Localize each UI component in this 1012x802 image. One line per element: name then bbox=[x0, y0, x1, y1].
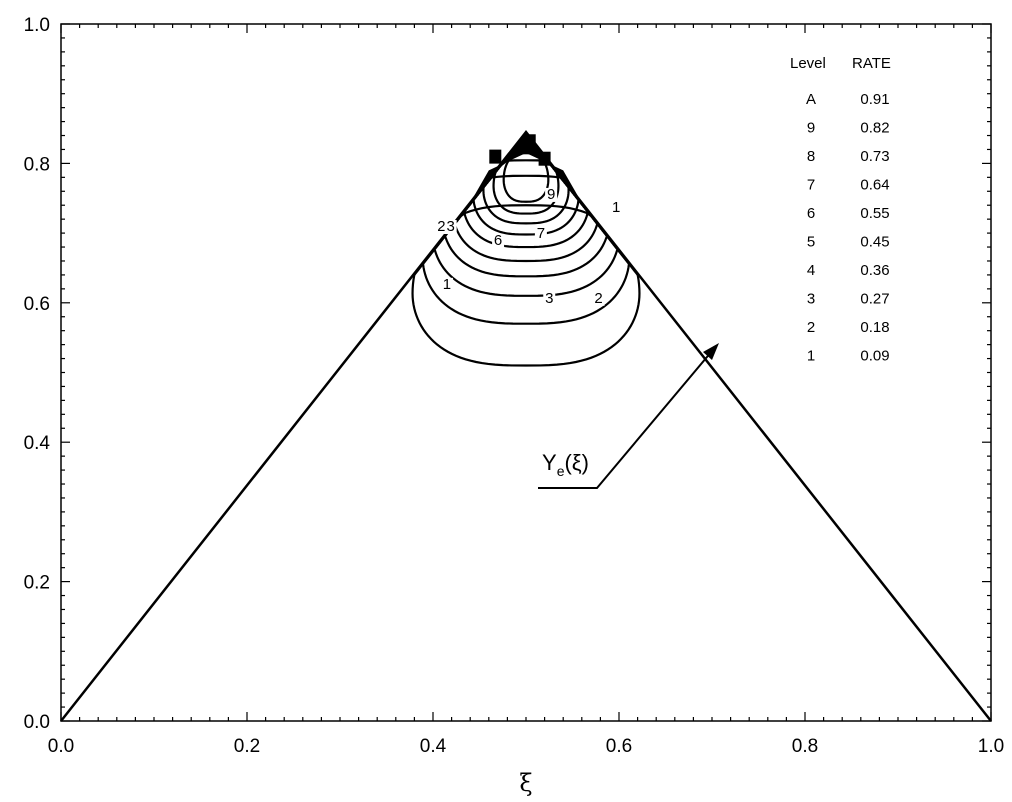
legend-rows: A 0.91 9 0.82 8 0.73 7 0.64 6 0.55 5 0.45 4 0.36 3 0.27… bbox=[806, 91, 890, 365]
contour-level-4 bbox=[442, 152, 610, 278]
legend: Level RATE A 0.91 9 0.82 8 0.73 7 0.64 6 0.55 5 0.4… bbox=[790, 55, 891, 365]
contour-label-bg bbox=[543, 291, 556, 306]
contour-lines bbox=[411, 132, 641, 367]
contour-label: 7 bbox=[537, 225, 545, 242]
axis-ticks bbox=[60, 23, 992, 722]
legend-level: 6 bbox=[807, 205, 815, 222]
contour-label: 4 bbox=[491, 148, 499, 165]
x-tick-label: 1.0 bbox=[978, 736, 1004, 757]
legend-rate: 0.73 bbox=[860, 148, 889, 165]
contour-label: 1 bbox=[443, 276, 451, 293]
contour-label: 5 bbox=[526, 132, 534, 149]
x-tick-label: 0.8 bbox=[792, 736, 818, 757]
contour-label: 3 bbox=[545, 290, 553, 307]
legend-rate: 0.55 bbox=[860, 205, 889, 222]
legend-rate: 0.45 bbox=[860, 234, 889, 251]
y-tick-label: 0.2 bbox=[24, 573, 50, 594]
legend-level: 9 bbox=[807, 120, 815, 137]
contour-label: 6 bbox=[494, 232, 502, 249]
contour-label: 8 bbox=[540, 150, 548, 167]
contour-label-bg bbox=[538, 151, 551, 166]
contour-label-bg bbox=[523, 134, 536, 149]
legend-rate: 0.18 bbox=[860, 319, 889, 336]
legend-level: 3 bbox=[807, 291, 815, 308]
legend-level: 8 bbox=[807, 148, 815, 165]
x-axis-label: ξ bbox=[519, 769, 532, 797]
y-tick-label: 0.4 bbox=[24, 433, 51, 454]
contour-label-bg bbox=[435, 220, 448, 235]
x-tick-label: 0.6 bbox=[606, 736, 632, 757]
boundary-annotation: Ye(ξ) bbox=[538, 343, 719, 489]
boundary-label-rest: (ξ) bbox=[564, 450, 589, 475]
contour-label-bg bbox=[534, 226, 547, 241]
x-tick-label: 0.4 bbox=[420, 736, 447, 757]
legend-level: 7 bbox=[807, 177, 815, 194]
contour-label: 1 bbox=[612, 199, 620, 216]
x-tick-labels: 0.0 0.2 0.4 0.6 0.8 1.0 bbox=[48, 736, 1004, 757]
x-tick-label: 0.2 bbox=[234, 736, 260, 757]
annotation-leader bbox=[538, 350, 713, 489]
y-tick-label: 0.8 bbox=[24, 154, 50, 175]
contour-label-bg bbox=[492, 233, 505, 248]
boundary-label-main: Y bbox=[542, 450, 557, 475]
legend-level: 4 bbox=[807, 262, 815, 279]
x-tick-label: 0.0 bbox=[48, 736, 74, 757]
contour-label-bg bbox=[444, 220, 457, 235]
contour-label-bg bbox=[592, 291, 605, 306]
legend-level: 1 bbox=[807, 348, 815, 365]
legend-level: 5 bbox=[807, 234, 815, 251]
legend-level: 2 bbox=[807, 319, 815, 336]
contour-label-bg bbox=[610, 201, 623, 216]
contour-label: 3 bbox=[446, 218, 454, 235]
contour-level-6 bbox=[462, 147, 590, 249]
contour-level-7 bbox=[472, 147, 580, 236]
legend-rate: 0.64 bbox=[860, 177, 889, 194]
legend-header-level: Level bbox=[790, 55, 826, 72]
annotation-arrowhead bbox=[703, 343, 719, 360]
legend-rate: 0.91 bbox=[860, 91, 889, 108]
legend-level: A bbox=[806, 91, 816, 108]
contour-label: 2 bbox=[437, 218, 445, 235]
legend-rate: 0.27 bbox=[860, 291, 889, 308]
contour-label: 2 bbox=[594, 290, 602, 307]
contour-label: 9 bbox=[547, 186, 555, 203]
y-tick-labels: 0.0 0.2 0.4 0.6 0.8 1.0 bbox=[24, 15, 51, 733]
contour-label-bg bbox=[440, 277, 453, 292]
y-tick-label: 1.0 bbox=[24, 15, 50, 36]
plot-frame bbox=[60, 23, 992, 722]
boundary-label-sub: e bbox=[557, 463, 565, 479]
boundary-label: Ye(ξ) bbox=[542, 450, 589, 479]
legend-header-rate: RATE bbox=[852, 55, 891, 72]
y-tick-label: 0.0 bbox=[24, 712, 50, 733]
legend-rate: 0.82 bbox=[860, 120, 889, 137]
boundary-curve bbox=[60, 130, 992, 722]
legend-rate: 0.09 bbox=[860, 348, 889, 365]
contour-label-bg bbox=[545, 187, 558, 202]
legend-rate: 0.36 bbox=[860, 262, 889, 279]
y-tick-label: 0.6 bbox=[24, 294, 50, 315]
contour-label-bg bbox=[489, 149, 502, 164]
